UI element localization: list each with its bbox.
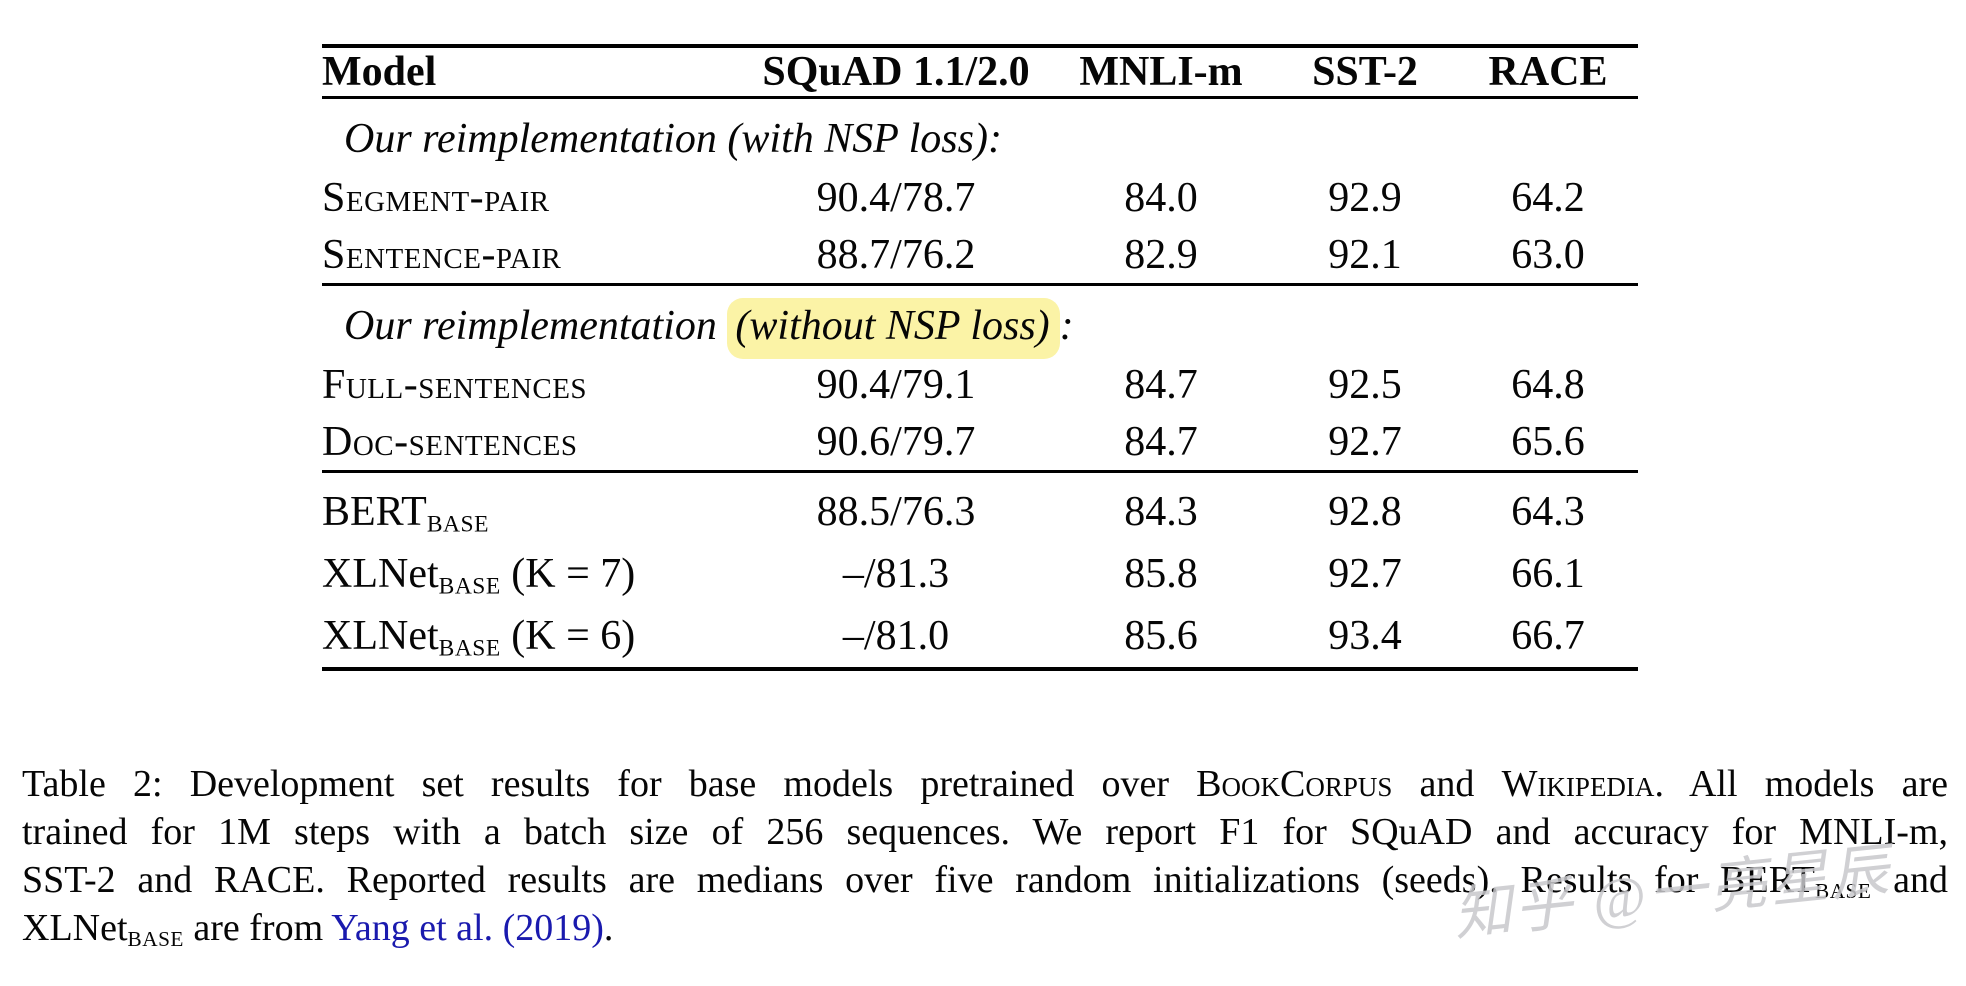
cell-race: 66.7 (1511, 613, 1585, 659)
cell-mnli: 85.6 (1124, 613, 1198, 659)
cell-sst2: 92.9 (1328, 174, 1402, 221)
model-name-rest: (K = 7) (500, 551, 636, 597)
table-row: Sentence-pair 88.7/76.2 82.9 92.1 63.0 (322, 226, 1638, 285)
col-header-race: RACE (1488, 49, 1608, 95)
model-name: XLNet (322, 613, 439, 659)
caption-text: XLNet (22, 907, 128, 949)
cell-sst2: 92.5 (1328, 361, 1402, 408)
caption-line: XLNetBASE are from Yang et al. (2019). (22, 904, 1948, 952)
cell-race: 64.3 (1511, 489, 1585, 535)
caption-line: SST-2 and RACE. Reported results are med… (22, 856, 1948, 904)
cell-sst2: 92.7 (1328, 551, 1402, 597)
cell-squad: 90.6/79.7 (816, 418, 976, 465)
cell-race: 64.8 (1511, 361, 1585, 408)
model-name: XLNet (322, 551, 439, 597)
section-with-nsp: Our reimplementation (with NSP loss): Se… (322, 98, 1638, 285)
cell-mnli: 84.7 (1124, 418, 1198, 465)
table-row: XLNetBASE (K = 6) –/81.0 85.6 93.4 66.7 (322, 605, 1638, 669)
model-subscript: BASE (438, 573, 501, 600)
cell-sst2: 92.1 (1328, 231, 1402, 278)
caption-text: SST-2 and RACE. Reported results are med… (22, 859, 1816, 901)
dataset-name-wikipedia: Wikipedia (1501, 763, 1655, 805)
model-name: Doc-sentences (322, 418, 578, 465)
cell-mnli: 85.8 (1124, 551, 1198, 597)
cell-model: XLNetBASE (K = 6) (322, 605, 742, 669)
section-baselines: BERTBASE 88.5/76.3 84.3 92.8 64.3 XLNetB… (322, 471, 1638, 670)
cell-squad: –/81.3 (842, 551, 950, 597)
model-name: Segment-pair (322, 174, 550, 221)
cell-sst2: 92.8 (1328, 489, 1402, 535)
section-title: Our reimplementation (without NSP loss): (322, 285, 1638, 359)
table-row: XLNetBASE (K = 7) –/81.3 85.8 92.7 66.1 (322, 543, 1638, 605)
col-header-mnli: MNLI-m (1079, 49, 1243, 95)
model-name: Full-sentences (322, 361, 588, 408)
cell-model: Full-sentences (322, 356, 742, 413)
section-title-suffix: : (1059, 303, 1074, 349)
caption-text: and (1871, 859, 1948, 901)
table-caption: Table 2: Development set results for bas… (22, 760, 1948, 952)
section-title: Our reimplementation (with NSP loss): (344, 116, 1002, 162)
model-subscript: BASE (426, 511, 489, 538)
cell-model: XLNetBASE (K = 7) (322, 543, 742, 605)
model-name: BERT (322, 489, 427, 535)
caption-text: Table 2: Development set results for bas… (22, 763, 1197, 805)
cell-model: BERTBASE (322, 472, 742, 544)
model-subscript: BASE (1815, 878, 1872, 903)
caption-text: are from (183, 907, 332, 949)
table-row: BERTBASE 88.5/76.3 84.3 92.8 64.3 (322, 472, 1638, 544)
table-header: Model SQuAD 1.1/2.0 MNLI-m SST-2 RACE (322, 46, 1638, 98)
section-without-nsp: Our reimplementation (without NSP loss):… (322, 284, 1638, 472)
model-name: Sentence-pair (322, 231, 562, 278)
results-table-container: Model SQuAD 1.1/2.0 MNLI-m SST-2 RACE Ou… (322, 44, 1638, 671)
header-row: Model SQuAD 1.1/2.0 MNLI-m SST-2 RACE (322, 46, 1638, 98)
cell-model: Segment-pair (322, 169, 742, 226)
cell-squad: 88.7/76.2 (816, 231, 976, 278)
model-subscript: BASE (438, 635, 501, 662)
cell-sst2: 92.7 (1328, 418, 1402, 465)
caption-text: and (1392, 763, 1502, 805)
section-title-prefix: Our reimplementation (344, 303, 728, 349)
cell-mnli: 82.9 (1124, 231, 1198, 278)
col-header-model: Model (322, 49, 437, 95)
cell-race: 65.6 (1511, 418, 1585, 465)
cell-mnli: 84.7 (1124, 361, 1198, 408)
model-subscript: BASE (127, 926, 184, 951)
cell-squad: 88.5/76.3 (816, 489, 976, 535)
cell-model: Doc-sentences (322, 413, 742, 472)
cell-mnli: 84.3 (1124, 489, 1198, 535)
results-table: Model SQuAD 1.1/2.0 MNLI-m SST-2 RACE Ou… (322, 44, 1638, 671)
cell-race: 63.0 (1511, 231, 1585, 278)
col-header-sst2: SST-2 (1312, 49, 1418, 95)
cell-race: 64.2 (1511, 174, 1585, 221)
cell-squad: 90.4/79.1 (816, 361, 976, 408)
table-row: Segment-pair 90.4/78.7 84.0 92.9 64.2 (322, 169, 1638, 226)
section-title-row: Our reimplementation (without NSP loss): (322, 285, 1638, 359)
caption-line: Table 2: Development set results for bas… (22, 760, 1948, 808)
table-row: Doc-sentences 90.6/79.7 84.7 92.7 65.6 (322, 413, 1638, 472)
caption-text: . All models are (1654, 763, 1948, 805)
model-name-rest: (K = 6) (500, 613, 636, 659)
caption-line: trained for 1M steps with a batch size o… (22, 808, 1948, 856)
caption-text: . (603, 907, 614, 949)
cell-sst2: 93.4 (1328, 613, 1402, 659)
section-title-row: Our reimplementation (with NSP loss): (322, 98, 1638, 170)
cell-model: Sentence-pair (322, 226, 742, 285)
cell-squad: 90.4/78.7 (816, 174, 976, 221)
cell-mnli: 84.0 (1124, 174, 1198, 221)
cell-race: 66.1 (1511, 551, 1585, 597)
caption-text: trained for 1M steps with a batch size o… (22, 811, 1948, 853)
highlighted-text: (without NSP loss) (727, 298, 1060, 359)
table-row: Full-sentences 90.4/79.1 84.7 92.5 64.8 (322, 356, 1638, 413)
dataset-name-bookcorpus: BookCorpus (1196, 763, 1393, 805)
col-header-squad: SQuAD 1.1/2.0 (762, 49, 1030, 95)
cell-squad: –/81.0 (842, 613, 950, 659)
citation-link[interactable]: Yang et al. (2019) (331, 907, 604, 949)
